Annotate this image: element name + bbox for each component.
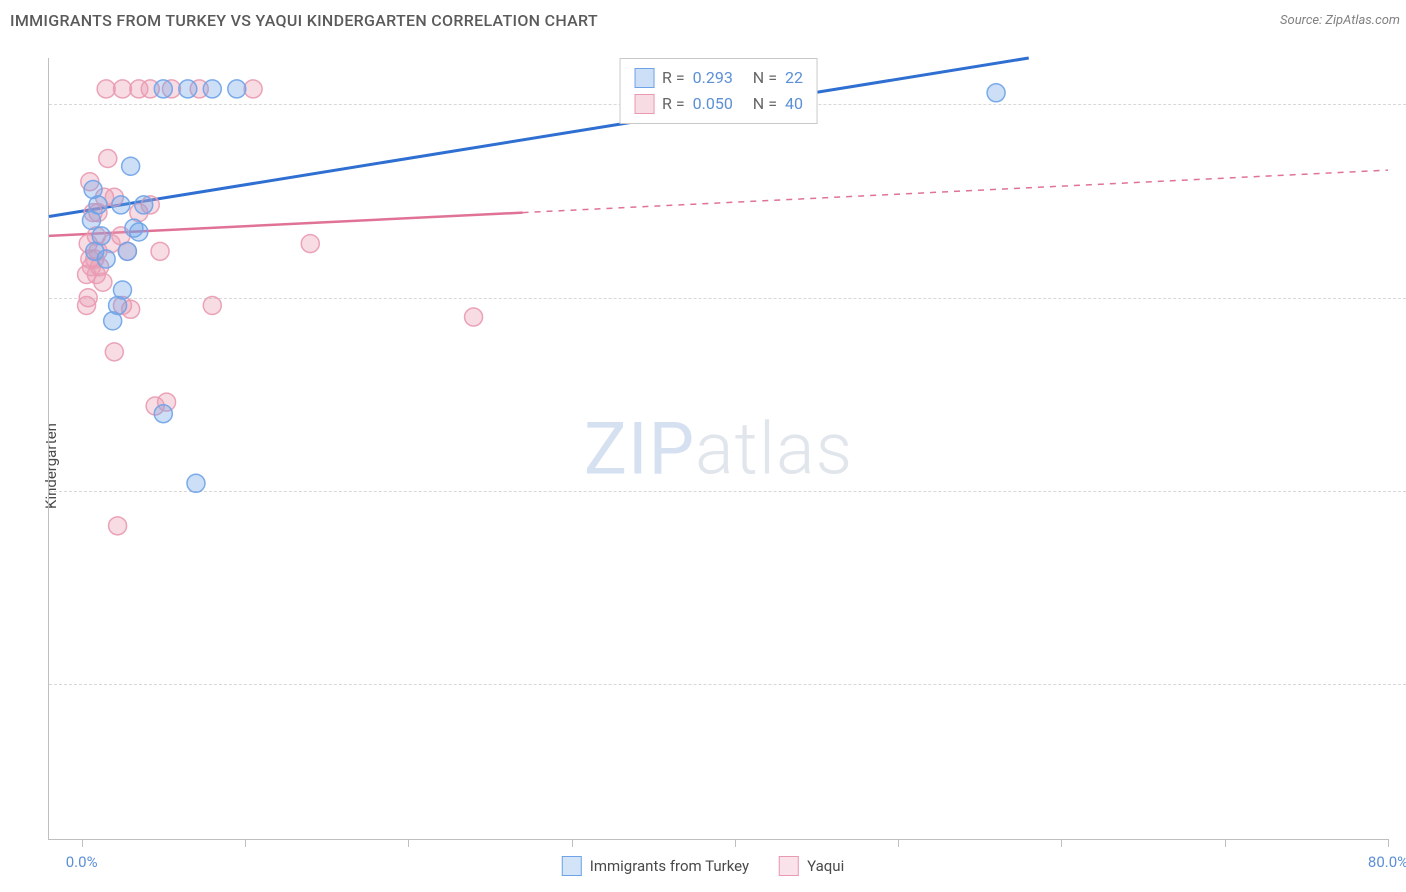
legend-bottom: Immigrants from Turkey Yaqui: [562, 856, 844, 876]
legend-R-label: R =: [662, 65, 685, 91]
x-tick: [898, 839, 899, 847]
x-tick: [1061, 839, 1062, 847]
legend-bottom-swatch-1: [779, 856, 799, 876]
x-tick: [245, 839, 246, 847]
x-tick: [408, 839, 409, 847]
plot-area: ZIPatlas R = 0.293 N = 22 R = 0.050 N = …: [48, 58, 1388, 840]
x-tick: [572, 839, 573, 847]
x-tick: [82, 839, 83, 847]
x-tick: [1388, 839, 1389, 847]
legend-stats-row-0: R = 0.293 N = 22: [634, 65, 803, 91]
x-tick-label: 0.0%: [66, 853, 98, 871]
x-tick: [1225, 839, 1226, 847]
legend-N-value-0: 22: [785, 65, 803, 91]
chart-title: IMMIGRANTS FROM TURKEY VS YAQUI KINDERGA…: [10, 11, 598, 30]
legend-N-value-1: 40: [785, 91, 803, 117]
legend-R-label: R =: [662, 91, 685, 117]
legend-bottom-swatch-0: [562, 856, 582, 876]
legend-R-value-0: 0.293: [693, 65, 733, 91]
legend-bottom-item-0: Immigrants from Turkey: [562, 856, 749, 876]
legend-bottom-label-0: Immigrants from Turkey: [590, 857, 749, 875]
legend-swatch-1: [634, 94, 654, 114]
legend-swatch-0: [634, 68, 654, 88]
x-tick: [735, 839, 736, 847]
chart-source: Source: ZipAtlas.com: [1280, 13, 1400, 28]
legend-N-label: N =: [753, 65, 777, 91]
chart-header: IMMIGRANTS FROM TURKEY VS YAQUI KINDERGA…: [0, 0, 1406, 40]
x-tick-label: 80.0%: [1368, 853, 1406, 871]
legend-stats-box: R = 0.293 N = 22 R = 0.050 N = 40: [619, 58, 818, 124]
legend-bottom-item-1: Yaqui: [779, 856, 844, 876]
legend-R-value-1: 0.050: [693, 91, 733, 117]
chart-container: Kindergarten ZIPatlas R = 0.293 N = 22 R…: [0, 40, 1406, 892]
legend-bottom-label-1: Yaqui: [807, 857, 844, 875]
legend-stats-row-1: R = 0.050 N = 40: [634, 91, 803, 117]
scatter-plot-svg: [49, 58, 1388, 839]
legend-N-label: N =: [753, 91, 777, 117]
